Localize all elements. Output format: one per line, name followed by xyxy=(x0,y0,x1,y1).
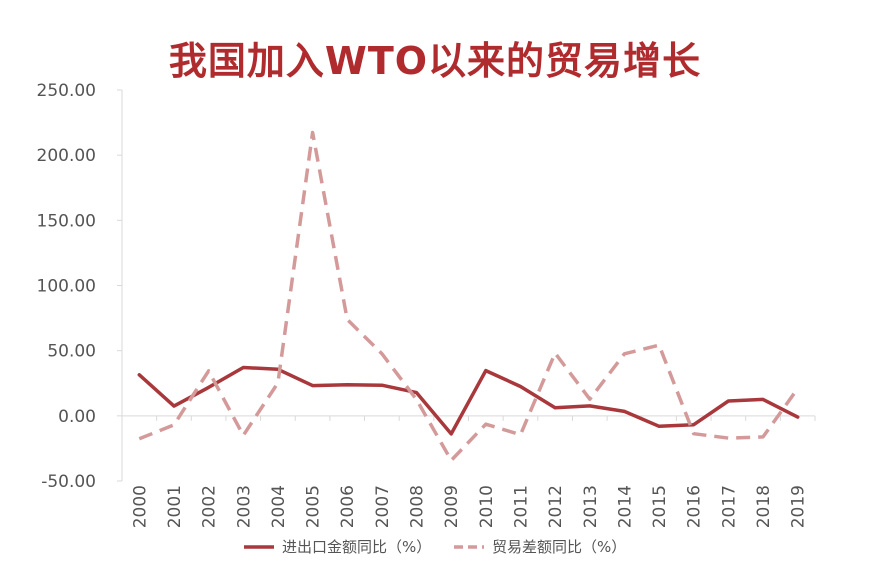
x-tick-label: 2016 xyxy=(685,485,705,528)
y-tick-label: -50.00 xyxy=(41,472,96,492)
y-tick-label: 150.00 xyxy=(37,211,96,231)
x-tick-label: 2018 xyxy=(754,485,774,528)
x-tick-label: 2003 xyxy=(234,485,254,528)
y-tick-label: 200.00 xyxy=(37,146,96,166)
series-line-1 xyxy=(137,365,800,436)
series-line-2 xyxy=(138,130,800,463)
legend-label-2: 贸易差额同比（%） xyxy=(492,538,626,556)
x-tick-label: 2015 xyxy=(650,485,670,528)
x-tick-labels: 2000 2001 2002 2003 2004 2005 2006 2007 2008 2009… xyxy=(130,485,808,528)
x-tick-label: 2014 xyxy=(615,485,635,528)
y-tick-label: 100.00 xyxy=(37,277,96,297)
x-tick-label: 2006 xyxy=(338,485,358,528)
x-tick-label: 2004 xyxy=(269,485,289,528)
x-tick-label: 2007 xyxy=(373,485,393,528)
x-tick-label: 2008 xyxy=(408,485,428,528)
y-tick-label: 250.00 xyxy=(37,81,96,101)
x-tick-label: 2013 xyxy=(581,485,601,528)
x-tick-label: 2012 xyxy=(546,485,566,528)
x-tick-label: 2017 xyxy=(719,485,739,528)
x-tick-label: 2005 xyxy=(304,485,324,528)
x-tick-label: 2019 xyxy=(789,485,809,528)
x-tick-label: 2009 xyxy=(442,485,462,528)
x-tick-label: 2010 xyxy=(477,485,497,528)
y-tick-label: 50.00 xyxy=(47,342,96,362)
legend-label-1: 进出口金额同比（%） xyxy=(282,538,431,556)
y-tick-label: 0.00 xyxy=(58,407,96,427)
x-tick-label: 2011 xyxy=(511,485,531,528)
series-lines xyxy=(137,130,800,463)
chart-title: 我国加入WTO以来的贸易增长 xyxy=(168,39,702,83)
axes xyxy=(117,89,816,482)
x-tick-label: 2000 xyxy=(130,485,150,528)
x-tick-label: 2001 xyxy=(165,485,185,528)
y-tick-labels: 250.00 200.00 150.00 100.00 50.00 0.00 -50.00 xyxy=(37,81,96,492)
x-tick-label: 2002 xyxy=(200,485,220,528)
legend: 进出口金额同比（%） 贸易差额同比（%） xyxy=(244,538,626,556)
